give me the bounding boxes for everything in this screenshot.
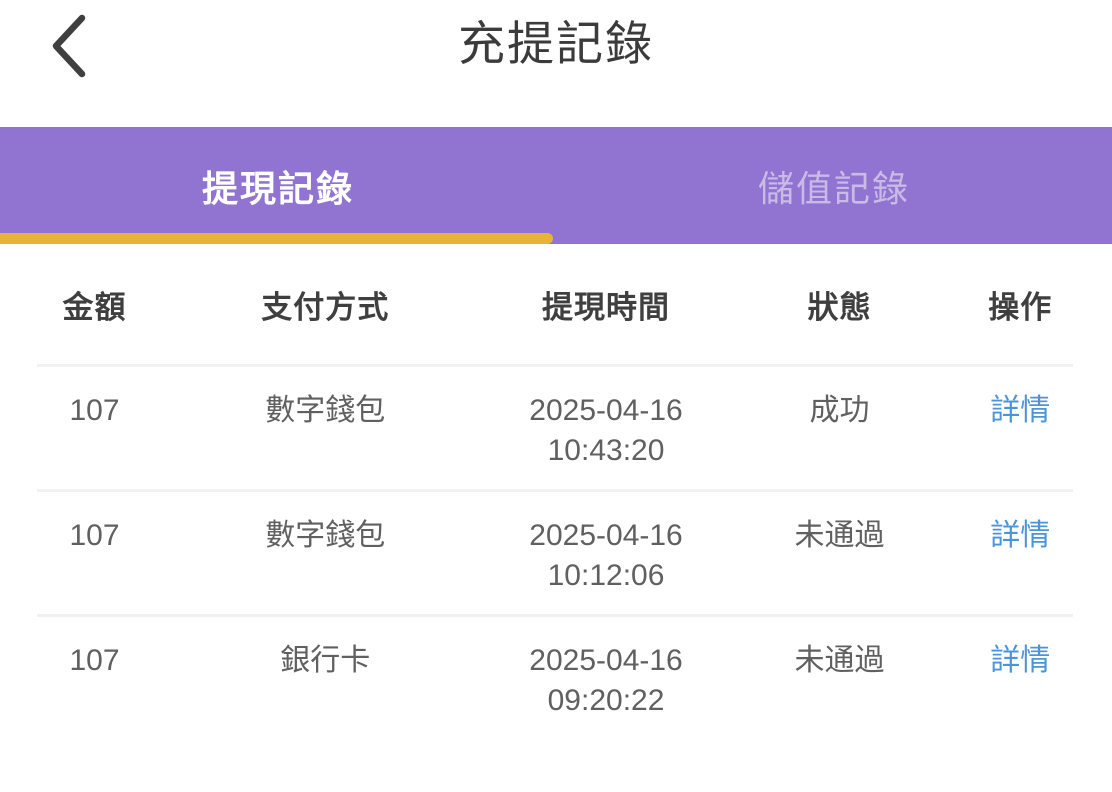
tab-deposit-records[interactable]: 儲值記錄 bbox=[556, 127, 1112, 244]
status-value: 未通過 bbox=[794, 644, 885, 677]
status-value: 未通過 bbox=[794, 519, 885, 552]
table-header-row: 金額 支付方式 提現時間 狀態 操作 bbox=[0, 244, 1112, 364]
detail-link[interactable]: 詳情 bbox=[990, 394, 1051, 427]
action-cell: 詳情 bbox=[928, 391, 1111, 431]
time-line: 09:20:22 bbox=[547, 684, 665, 717]
top-bar: 充提記錄 bbox=[0, 0, 1112, 127]
tab-deposit-records-label: 儲值記錄 bbox=[757, 167, 910, 209]
detail-link[interactable]: 詳情 bbox=[990, 519, 1051, 552]
column-header-time: 提現時間 bbox=[542, 289, 671, 325]
tab-bar: 提現記錄 儲值記錄 bbox=[0, 127, 1112, 244]
table-row: 107 銀行卡 2025-04-16 09:20:22 未通過 詳情 bbox=[0, 617, 1112, 739]
divider bbox=[37, 489, 1073, 492]
tab-withdrawal-records-label: 提現記錄 bbox=[201, 167, 354, 209]
time-value: 2025-04-16 10:43:20 bbox=[461, 391, 750, 471]
date-line: 2025-04-16 bbox=[529, 644, 683, 677]
divider bbox=[37, 364, 1073, 367]
method-value: 數字錢包 bbox=[265, 519, 386, 552]
time-line: 10:12:06 bbox=[547, 559, 665, 592]
records-table: 金額 支付方式 提現時間 狀態 操作 107 數字錢包 2025-04-16 1… bbox=[0, 244, 1112, 739]
amount-value: 107 bbox=[69, 394, 120, 427]
amount-value: 107 bbox=[69, 644, 120, 677]
column-header-method: 支付方式 bbox=[261, 289, 390, 325]
table-row: 107 數字錢包 2025-04-16 10:12:06 未通過 詳情 bbox=[0, 492, 1112, 614]
back-button[interactable] bbox=[42, 10, 96, 82]
column-header-action: 操作 bbox=[988, 289, 1053, 325]
column-header-amount: 金額 bbox=[62, 289, 127, 325]
time-value: 2025-04-16 10:12:06 bbox=[461, 516, 750, 596]
date-line: 2025-04-16 bbox=[529, 519, 683, 552]
method-value: 銀行卡 bbox=[280, 644, 371, 677]
action-cell: 詳情 bbox=[928, 516, 1111, 556]
amount-value: 107 bbox=[69, 519, 120, 552]
method-value: 數字錢包 bbox=[265, 394, 386, 427]
table-row: 107 數字錢包 2025-04-16 10:43:20 成功 詳情 bbox=[0, 367, 1112, 489]
divider bbox=[37, 614, 1073, 617]
column-header-status: 狀態 bbox=[807, 289, 872, 325]
detail-link[interactable]: 詳情 bbox=[990, 644, 1051, 677]
time-value: 2025-04-16 09:20:22 bbox=[461, 641, 750, 721]
action-cell: 詳情 bbox=[928, 641, 1111, 681]
tab-withdrawal-records[interactable]: 提現記錄 bbox=[0, 127, 556, 244]
active-tab-indicator bbox=[0, 233, 553, 244]
status-value: 成功 bbox=[809, 394, 870, 427]
page-title: 充提記錄 bbox=[458, 17, 654, 70]
date-line: 2025-04-16 bbox=[529, 394, 683, 427]
time-line: 10:43:20 bbox=[547, 434, 665, 467]
chevron-left-icon bbox=[48, 13, 90, 79]
